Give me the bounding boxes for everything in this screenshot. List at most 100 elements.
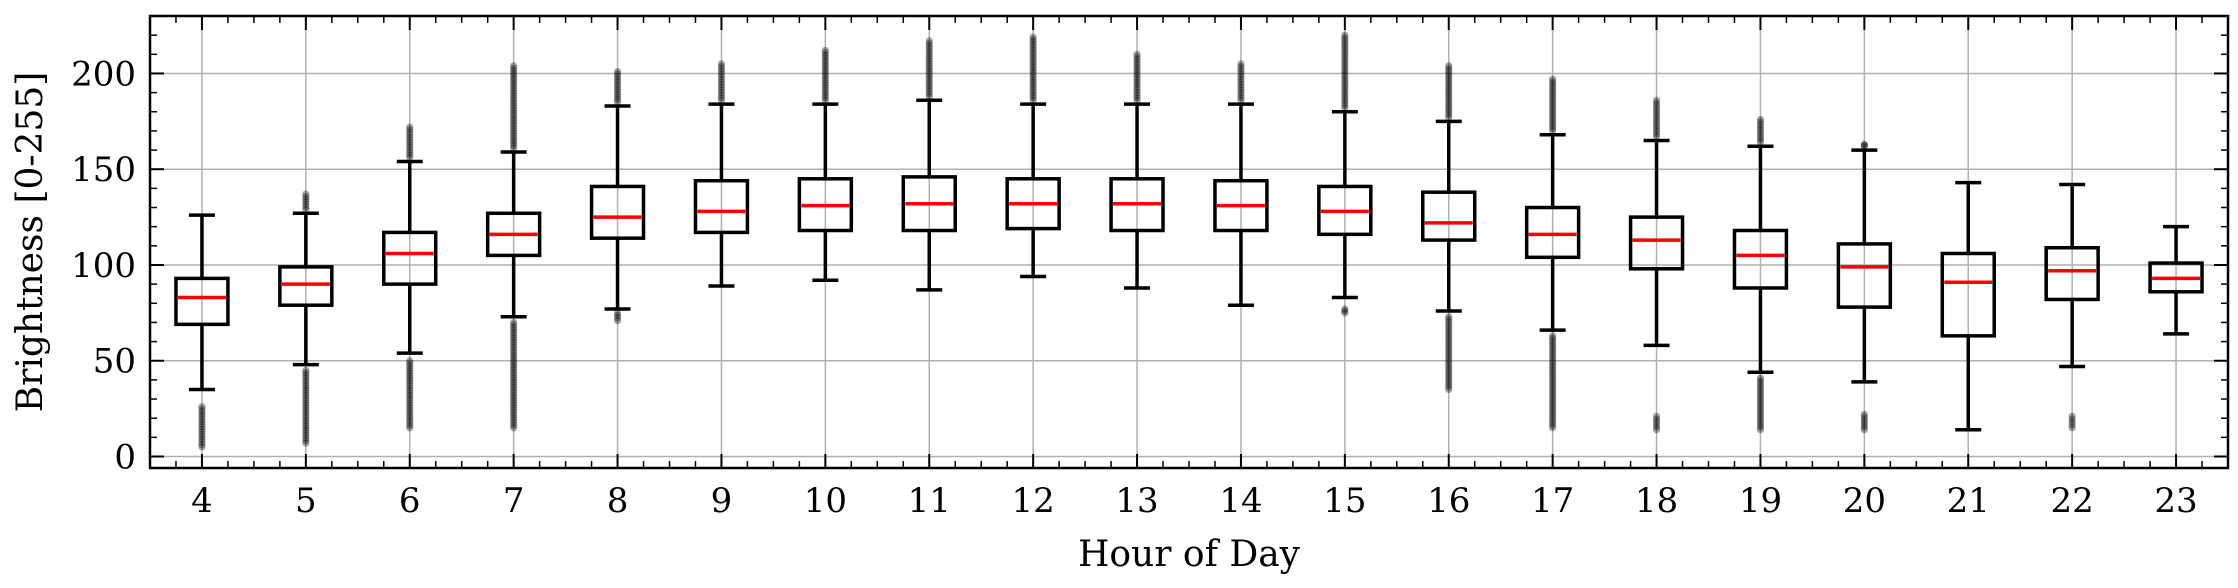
x-tick-label-12: 12	[1012, 481, 1055, 521]
outlier-point-6-low	[406, 406, 414, 415]
outlier-point-13-high	[1133, 71, 1141, 79]
outlier-point-12-high	[1029, 68, 1037, 77]
outlier-point-12-high	[1029, 61, 1037, 69]
outlier-point-15-high	[1341, 81, 1349, 89]
outlier-point-16-low	[1445, 368, 1453, 376]
outlier-point-12-high	[1029, 63, 1037, 72]
outlier-point-6-low	[406, 391, 414, 400]
iqr-box-8	[589, 184, 646, 240]
y-tick-label-100: 100	[71, 246, 136, 286]
outlier-point-8-high	[613, 93, 622, 101]
outlier-point-18-high	[1652, 130, 1661, 138]
outlier-point-11-high	[925, 52, 933, 60]
outlier-point-15-high	[1341, 84, 1349, 92]
outlier-point-7-high	[510, 87, 518, 95]
box-hour-20	[1836, 148, 1893, 384]
outlier-point-16-low	[1445, 345, 1453, 353]
outlier-point-15-high	[1341, 49, 1349, 57]
outlier-point-7-low	[510, 416, 518, 424]
outlier-point-17-low	[1549, 344, 1557, 352]
outlier-point-4-low	[198, 435, 206, 443]
outlier-point-7-high	[510, 127, 518, 135]
x-tick-label-23: 23	[2154, 481, 2197, 521]
outlier-point-10-high	[821, 94, 829, 102]
outlier-point-6-high	[406, 123, 414, 131]
outlier-point-17-low	[1549, 409, 1557, 417]
outlier-point-11-high	[925, 80, 933, 88]
outlier-point-6-low	[406, 404, 414, 412]
outlier-point-16-high	[1445, 64, 1453, 72]
y-tick-label-150: 150	[71, 150, 136, 190]
outlier-point-9-high	[717, 65, 726, 73]
outlier-point-18-low	[1652, 420, 1661, 428]
outlier-point-16-high	[1445, 106, 1453, 114]
outlier-point-5-low	[302, 429, 310, 437]
outlier-point-8-high	[613, 70, 622, 78]
x-tick-label-17: 17	[1531, 481, 1574, 521]
outlier-point-17-high	[1549, 119, 1557, 128]
outlier-point-19-low	[1756, 411, 1765, 419]
y-tick-label-50: 50	[93, 342, 136, 382]
outlier-point-17-low	[1549, 406, 1557, 414]
outlier-point-12-high	[1029, 76, 1037, 84]
outlier-point-6-low	[406, 369, 414, 377]
outlier-point-10-high	[821, 89, 829, 97]
outlier-point-7-high	[510, 77, 518, 85]
outlier-point-7-low	[510, 421, 518, 429]
outlier-point-9-high	[717, 81, 726, 89]
outlier-point-17-high	[1549, 117, 1557, 125]
outlier-point-6-high	[406, 143, 414, 152]
outlier-point-19-high	[1756, 133, 1765, 141]
outlier-point-19-low	[1756, 426, 1765, 434]
outlier-point-17-low	[1549, 416, 1557, 424]
outlier-point-17-low	[1549, 364, 1557, 372]
outlier-point-7-low	[510, 328, 518, 337]
outlier-point-7-high	[510, 92, 518, 100]
outlier-point-6-high	[406, 128, 414, 136]
x-tick-label-21: 21	[1947, 481, 1990, 521]
outlier-point-7-high	[510, 134, 518, 142]
outlier-point-6-low	[406, 357, 414, 365]
iqr-box-16	[1421, 190, 1477, 242]
outlier-point-15-high	[1341, 86, 1349, 94]
outlier-point-6-high	[406, 146, 414, 154]
outlier-point-19-low	[1756, 374, 1765, 382]
outlier-point-17-low	[1549, 362, 1557, 370]
outlier-point-19-high	[1756, 120, 1765, 129]
outlier-point-5-low	[302, 436, 310, 445]
outlier-point-16-low	[1445, 323, 1453, 331]
outlier-point-17-high	[1549, 80, 1557, 88]
outlier-point-13-high	[1133, 83, 1141, 92]
outlier-point-5-low	[302, 371, 310, 379]
outlier-point-4-low	[198, 413, 206, 421]
outlier-point-9-high	[717, 91, 726, 99]
outlier-point-17-high	[1549, 85, 1557, 93]
outlier-point-7-low	[510, 381, 518, 389]
outlier-point-7-low	[510, 353, 518, 362]
outlier-point-13-high	[1133, 94, 1141, 102]
outlier-point-7-high	[510, 132, 518, 140]
outlier-point-7-high	[510, 94, 518, 102]
outlier-point-4-low	[198, 438, 206, 446]
outlier-point-16-high	[1445, 96, 1453, 104]
outlier-point-16-low	[1445, 385, 1453, 394]
box-hour-23	[2148, 224, 2204, 336]
outlier-point-20-low	[1860, 418, 1868, 426]
outlier-point-7-high	[510, 107, 518, 115]
outlier-point-7-low	[510, 384, 518, 392]
outlier-point-13-high	[1133, 86, 1141, 94]
outlier-point-7-low	[510, 341, 518, 349]
outlier-point-7-low	[510, 394, 518, 402]
outlier-point-16-low	[1445, 355, 1453, 363]
outlier-point-16-low	[1445, 383, 1453, 391]
outlier-point-11-high	[925, 57, 933, 65]
outlier-point-18-low	[1652, 418, 1661, 426]
outlier-point-7-low	[510, 369, 518, 377]
outlier-point-7-high	[510, 139, 518, 147]
outlier-point-17-high	[1549, 110, 1557, 118]
outlier-point-7-low	[510, 333, 518, 342]
x-tick-label-4: 4	[191, 481, 213, 521]
outlier-point-10-high	[821, 49, 829, 57]
outlier-point-7-low	[510, 318, 518, 327]
outlier-point-17-low	[1549, 359, 1557, 367]
